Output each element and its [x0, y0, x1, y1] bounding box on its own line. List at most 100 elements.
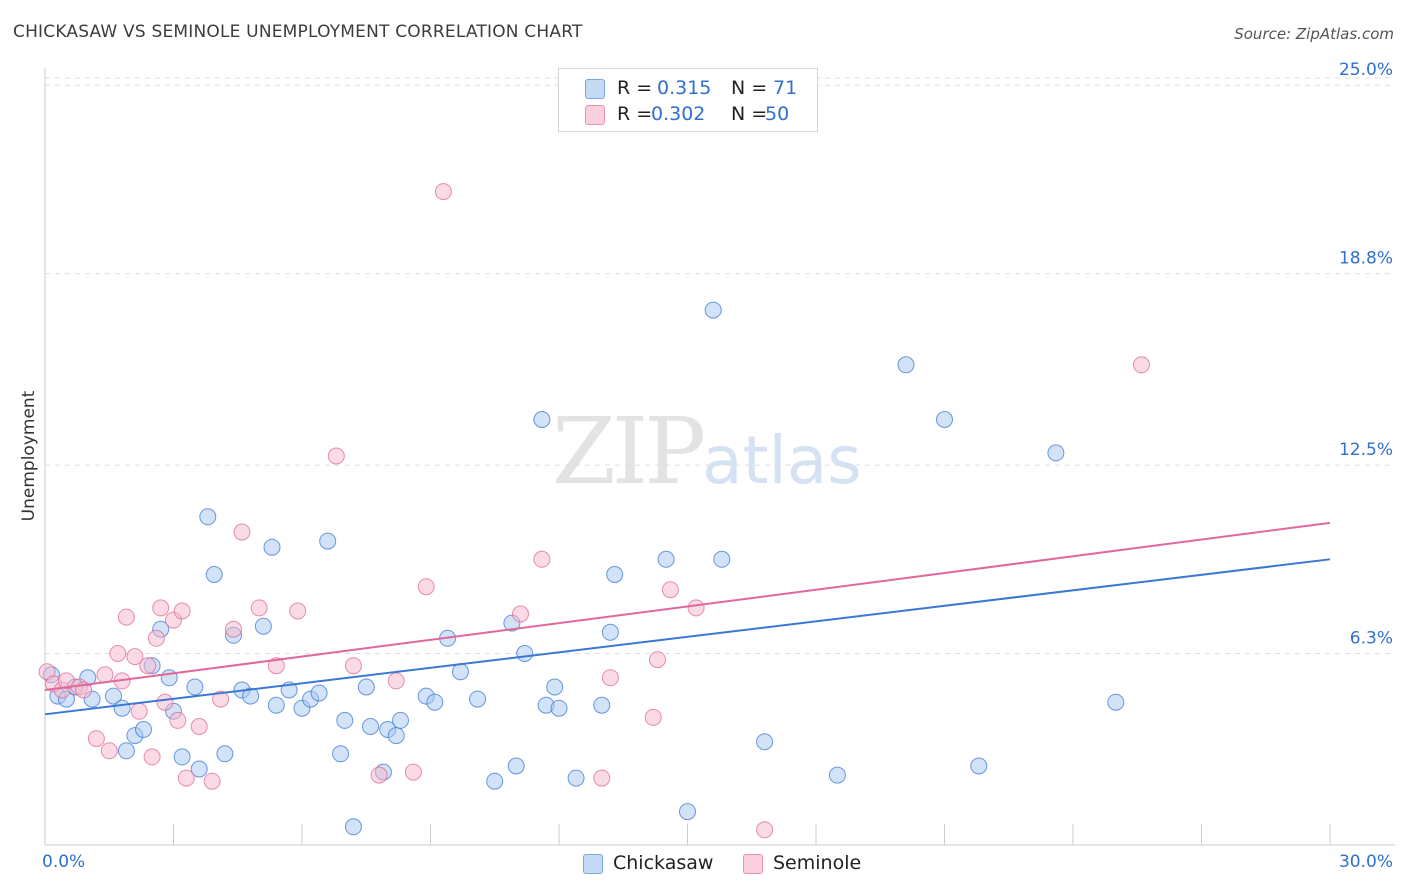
seminole-point [152, 599, 170, 617]
chickasaw-point [267, 696, 285, 714]
chickasaw-point [516, 645, 534, 662]
chickasaw-point [426, 693, 444, 711]
x-tick-label-min: 0.0% [42, 852, 86, 872]
seminole-trend-line [44, 521, 1331, 691]
series-label-chickasaw: Chickasaw [613, 852, 714, 874]
legend-r-value: 0.315 [657, 77, 712, 99]
chickasaw-point [606, 566, 624, 583]
legend-n-value: 71 [773, 77, 798, 99]
chickasaw-point [756, 733, 774, 751]
seminole-point [250, 599, 268, 617]
chickasaw-point [593, 696, 611, 714]
series-label-seminole: Seminole [773, 852, 862, 874]
y-tick-labels: 6.3% 12.5% 18.8% 25.0% [1339, 60, 1393, 648]
seminole-point [687, 599, 705, 617]
chickasaw-point [135, 721, 152, 738]
chickasaw-point [704, 301, 722, 319]
seminole-point [404, 763, 422, 781]
seminole-point [233, 523, 251, 541]
chickasaw-point [936, 411, 953, 428]
chickasaw-point [254, 617, 272, 635]
chickasaw-point [567, 769, 585, 787]
seminole-point [756, 821, 774, 839]
legend-swatch-seminole [585, 105, 605, 125]
watermark-atlas: atlas [702, 422, 862, 499]
legend-n-value: 50 [765, 103, 790, 125]
chickasaw-point [186, 678, 204, 696]
chickasaw-point [310, 684, 328, 702]
chickasaw-point [486, 772, 504, 790]
chickasaw-point [105, 687, 122, 705]
chickasaw-point [242, 687, 260, 705]
chickasaw-point [679, 803, 696, 821]
seminole-point [96, 666, 114, 684]
seminole-point [169, 711, 187, 729]
y-tick-label: 12.5% [1339, 440, 1393, 460]
seminole-point [344, 657, 362, 675]
seminole-point [593, 769, 611, 787]
chickasaw-point [190, 760, 208, 778]
seminole-point [327, 447, 345, 465]
seminole-point [533, 550, 551, 568]
seminole-point [649, 651, 666, 669]
seminole-point [267, 657, 285, 675]
chickasaw-point [970, 757, 988, 775]
seminole-point [177, 769, 195, 787]
chart-title: CHICKASAW VS SEMINOLE UNEMPLOYMENT CORRE… [13, 22, 583, 42]
chickasaw-point [362, 718, 379, 735]
trend-lines [44, 521, 1331, 716]
series-swatch-chickasaw [583, 854, 603, 874]
chickasaw-point [1107, 693, 1125, 711]
series-swatch-seminole [743, 854, 763, 874]
chickasaw-point [828, 766, 846, 784]
chickasaw-point [469, 690, 487, 708]
legend-n-label: N = [731, 77, 768, 99]
seminole-point [212, 690, 230, 708]
chickasaw-point [533, 411, 551, 428]
axes [44, 68, 1395, 846]
y-tick-label: 6.3% [1350, 629, 1393, 649]
seminole-point [173, 602, 191, 620]
chickasaw-point [452, 663, 469, 681]
chickasaw-point [113, 699, 131, 717]
legend-r-label: R = [617, 77, 653, 99]
chickasaw-point [657, 550, 675, 568]
seminole-point [661, 581, 679, 599]
watermark: ZIPatlas [552, 398, 862, 505]
chickasaw-point [897, 356, 915, 374]
seminole-point [117, 608, 135, 626]
seminole-point [644, 708, 662, 726]
seminole-point [100, 742, 118, 760]
seminole-point [143, 748, 161, 766]
legend-r-label: R = [617, 103, 653, 125]
chickasaw-point [1047, 444, 1065, 462]
chickasaw-point [601, 623, 619, 641]
y-axis-label: Unemployment [19, 390, 39, 521]
y-tick-label: 25.0% [1339, 60, 1393, 80]
seminole-point [601, 669, 619, 687]
chickasaw-trend-line [44, 558, 1331, 716]
seminole-point [1133, 356, 1150, 374]
seminole-point [417, 578, 435, 596]
correlation-legend: R = 0.315 N = 71 R = 0.302 N = 50 [558, 68, 818, 132]
seminole-point [225, 620, 242, 638]
x-tick-label-max: 30.0% [1338, 852, 1393, 872]
seminole-point [387, 672, 405, 690]
watermark-zip: ZIP [552, 398, 706, 505]
chickasaw-point [546, 678, 564, 696]
chickasaw-point [332, 745, 350, 763]
chickasaw-point [216, 745, 234, 763]
seminole-point [126, 648, 144, 666]
seminole-point [203, 772, 221, 790]
y-tick-label: 18.8% [1339, 249, 1393, 269]
chickasaw-point [319, 532, 337, 550]
seminole-point [370, 766, 388, 784]
data-points [38, 183, 1150, 839]
chickasaw-point [713, 550, 731, 568]
legend-n-label: N = [731, 103, 768, 125]
legend-swatch-chickasaw [585, 79, 605, 99]
chickasaw-point [117, 742, 135, 760]
seminole-point [147, 629, 165, 647]
seminole-point [87, 730, 105, 748]
